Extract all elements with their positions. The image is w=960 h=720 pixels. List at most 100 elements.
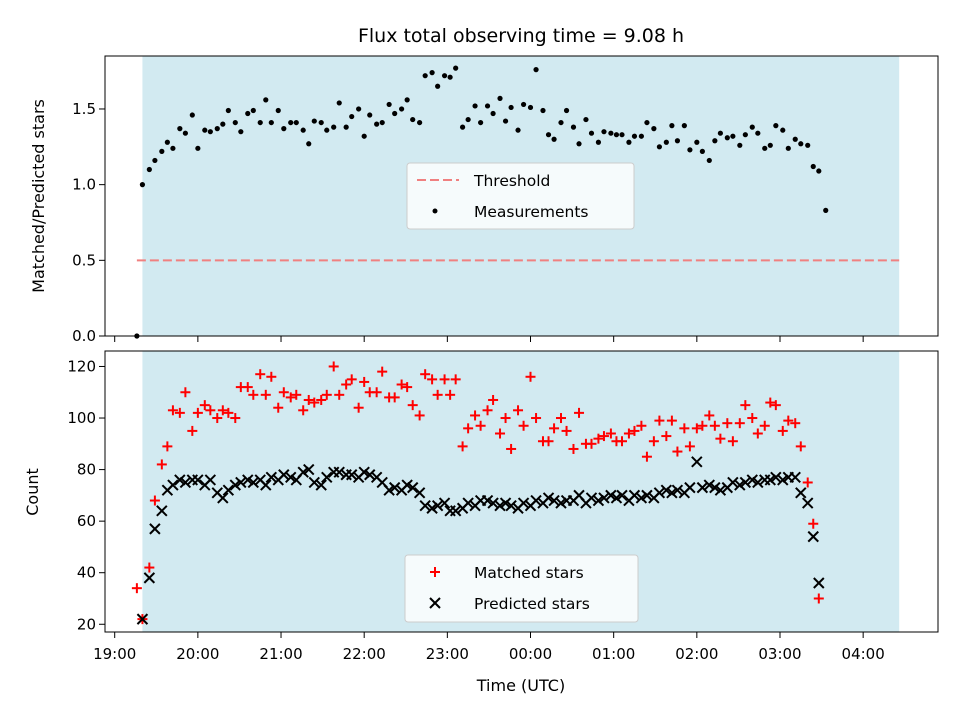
measurement-point	[343, 124, 349, 130]
measurement-point	[202, 127, 208, 133]
predicted-star-point	[703, 479, 716, 491]
measurement-point	[459, 124, 466, 130]
matched-star-point	[217, 405, 228, 416]
matched-star-point	[371, 387, 382, 398]
measurement-point	[608, 130, 614, 136]
matched-star-point	[513, 405, 524, 416]
predicted-star-point	[764, 474, 776, 486]
predicted-star-point	[364, 469, 376, 481]
predicted-star-point	[235, 476, 247, 489]
measurement-point	[810, 163, 816, 170]
matched-star-point	[684, 441, 695, 452]
measurement-point	[417, 119, 423, 126]
predicted-star-point	[413, 487, 426, 499]
top-panel: 0.0 0.5 1.0 1.5 Matched/Predicted stars Thr…	[29, 55, 939, 345]
measurement-point	[164, 139, 170, 145]
matched-star-point	[341, 379, 352, 390]
measurement-point	[742, 132, 748, 138]
measurement-point	[638, 133, 644, 139]
measurement-point	[601, 129, 607, 135]
x-tick-label: 19:00	[93, 645, 136, 663]
predicted-star-point	[156, 505, 168, 517]
bottom-y-ticks: 20 40 60 80 100 120	[67, 357, 105, 633]
measurement-point	[583, 116, 589, 123]
measurement-point	[563, 107, 570, 114]
measurement-point	[669, 123, 675, 129]
measurement-point	[749, 124, 755, 130]
measurement-point	[773, 123, 779, 129]
matched-star-point	[654, 415, 665, 426]
measurement-point	[410, 116, 416, 123]
measurement-point	[484, 103, 491, 109]
x-tick-label: 02:00	[675, 645, 718, 663]
top-x-ticks	[114, 336, 864, 342]
measurement-point	[152, 157, 158, 164]
matched-star-point	[273, 402, 284, 413]
matched-star-point	[783, 415, 794, 426]
matched-star-point	[180, 387, 191, 398]
top-y-tick-label: 1.5	[72, 100, 96, 118]
measurement-point	[300, 127, 306, 133]
matched-star-point	[285, 392, 296, 403]
matched-star-point	[495, 428, 506, 439]
matched-star-point	[450, 374, 461, 385]
matched-star-point	[321, 389, 332, 400]
measurement-point	[699, 148, 705, 154]
predicted-star-point	[265, 471, 278, 484]
predicted-star-point	[635, 492, 648, 504]
predicted-star-point	[278, 469, 290, 481]
measurement-point	[336, 100, 342, 106]
matched-star-point	[174, 407, 185, 418]
matched-star-point	[666, 415, 677, 426]
matched-star-point	[162, 441, 173, 452]
legend-matched-label: Matched stars	[474, 564, 584, 582]
matched-star-point	[715, 433, 726, 444]
matched-star-point	[298, 405, 309, 416]
measurement-point	[551, 136, 557, 142]
x-tick-label: 01:00	[592, 645, 635, 663]
matched-star-point	[260, 389, 271, 400]
measurement-point	[331, 124, 337, 130]
predicted-star-point	[727, 476, 739, 489]
measurement-point	[399, 106, 405, 112]
measurement-point	[195, 145, 201, 151]
measurement-point	[245, 110, 251, 117]
measurement-point	[712, 138, 718, 144]
predicted-star-point	[598, 492, 610, 504]
predicted-star-point	[426, 502, 438, 514]
matched-star-point	[316, 394, 327, 405]
measurement-point	[170, 145, 176, 151]
measurement-point	[293, 119, 299, 126]
matched-star-point	[808, 518, 819, 529]
matched-star-point	[734, 418, 745, 429]
measurement-point	[182, 130, 188, 136]
measurement-point	[478, 119, 484, 126]
measurement-point	[767, 142, 773, 148]
matched-star-point	[278, 387, 289, 398]
measurement-point	[651, 126, 657, 132]
matched-star-point	[346, 374, 357, 385]
bottom-y-tick-label: 20	[77, 615, 96, 633]
matched-star-point	[427, 374, 438, 385]
measurement-point	[324, 127, 330, 133]
top-legend: Threshold Measurements	[406, 162, 635, 230]
matched-star-point	[328, 361, 339, 372]
predicted-star-point	[505, 499, 517, 512]
predicted-star-point	[419, 499, 431, 512]
predicted-star-point	[777, 474, 789, 486]
matched-star-point	[248, 389, 259, 400]
matched-star-point	[506, 443, 517, 454]
bottom-panel-frame	[104, 350, 939, 633]
measurement-point	[706, 157, 712, 164]
x-tick-label: 21:00	[259, 645, 302, 663]
matched-star-point	[697, 420, 708, 431]
predicted-star-point	[734, 479, 746, 491]
matched-star-point	[790, 418, 801, 429]
measurement-point	[386, 101, 392, 108]
predicted-stars-series	[136, 456, 825, 625]
predicted-star-point	[217, 492, 229, 504]
matched-star-point	[303, 394, 314, 405]
measurement-point	[805, 142, 811, 148]
measurement-point	[527, 104, 534, 111]
measurement-point	[545, 132, 552, 138]
